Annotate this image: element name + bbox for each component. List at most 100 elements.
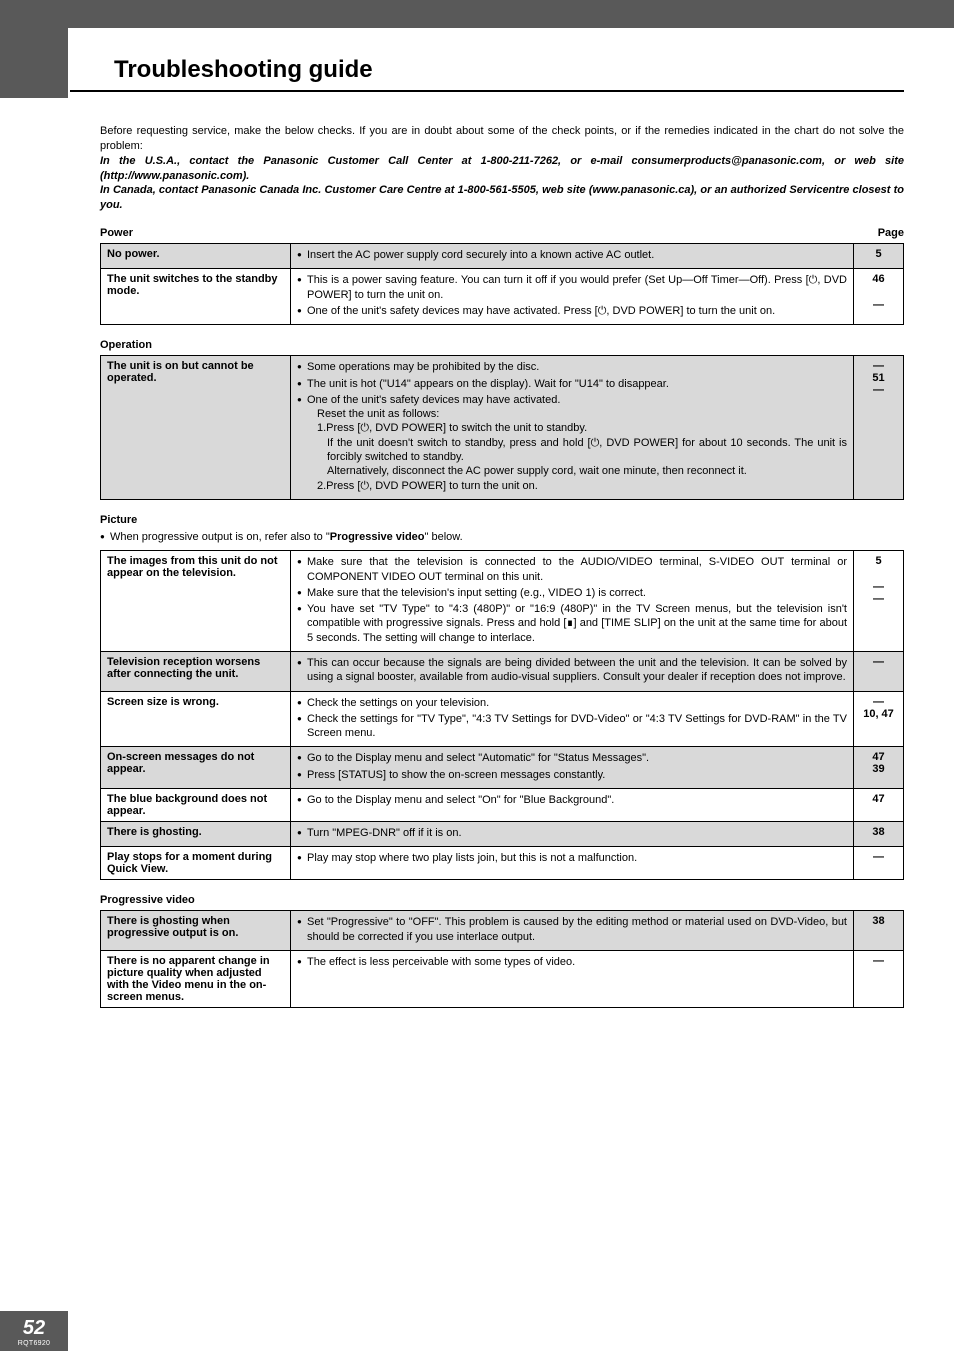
- issue-cell: There is ghosting when progressive outpu…: [101, 911, 291, 951]
- remedy-item: You have set "TV Type" to "4:3 (480P)" o…: [297, 602, 847, 645]
- page-cell: — 51 —: [854, 356, 904, 500]
- page-ref: —: [860, 581, 897, 593]
- page-ref: 5: [860, 555, 897, 567]
- remedy-item: The effect is less perceivable with some…: [297, 955, 847, 969]
- remedy-item: One of the unit's safety devices may hav…: [297, 393, 847, 493]
- page-ref: 47: [860, 751, 897, 763]
- table-row: The unit is on but cannot be operated. S…: [101, 356, 904, 500]
- remedy-sub: 1.Press [⏻, DVD POWER] to switch the uni…: [307, 421, 847, 435]
- page-cell: 5 — —: [854, 551, 904, 652]
- table-row: There is ghosting when progressive outpu…: [101, 911, 904, 951]
- issue-cell: On-screen messages do not appear.: [101, 747, 291, 789]
- page-cell: 47: [854, 789, 904, 822]
- picture-note: When progressive output is on, refer als…: [100, 530, 904, 544]
- remedy-item: The unit is hot ("U14" appears on the di…: [297, 377, 847, 391]
- issue-cell: The blue background does not appear.: [101, 789, 291, 822]
- intro-bold-2: In Canada, contact Panasonic Canada Inc.…: [100, 184, 904, 211]
- issue-cell: No power.: [101, 244, 291, 269]
- page-cell: 46 —: [854, 269, 904, 325]
- issue-cell: The images from this unit do not appear …: [101, 551, 291, 652]
- section-power-heading: Power: [100, 227, 133, 239]
- remedy-item: Check the settings on your television.: [297, 696, 847, 710]
- page-cell: 38: [854, 911, 904, 951]
- remedy-cell: Go to the Display menu and select "Autom…: [291, 747, 854, 789]
- table-row: The blue background does not appear. Go …: [101, 789, 904, 822]
- remedy-sub: Reset the unit as follows:: [307, 407, 847, 421]
- remedy-item: This is a power saving feature. You can …: [297, 273, 847, 302]
- remedy-cell: The effect is less perceivable with some…: [291, 950, 854, 1007]
- note-bold: Progressive video: [330, 531, 425, 543]
- remedy-cell: This is a power saving feature. You can …: [291, 269, 854, 325]
- table-row: There is ghosting. Turn "MPEG-DNR" off i…: [101, 822, 904, 847]
- remedy-cell: Check the settings on your television. C…: [291, 691, 854, 747]
- top-bar: [0, 0, 954, 28]
- page-ref: 51: [860, 372, 897, 384]
- footer: 52 RQT6920: [0, 1311, 68, 1351]
- remedy-cell: Play may stop where two play lists join,…: [291, 847, 854, 880]
- remedy-item: Check the settings for "TV Type", "4:3 T…: [297, 712, 847, 741]
- remedy-item: Go to the Display menu and select "On" f…: [297, 793, 847, 807]
- remedy-item: Turn "MPEG-DNR" off if it is on.: [297, 826, 847, 840]
- page-code: RQT6920: [0, 1340, 68, 1347]
- table-row: The unit switches to the standby mode. T…: [101, 269, 904, 325]
- remedy-item: Insert the AC power supply cord securely…: [297, 248, 847, 262]
- issue-cell: The unit is on but cannot be operated.: [101, 356, 291, 500]
- note-item: When progressive output is on, refer als…: [100, 530, 904, 544]
- page-cell: 47 39: [854, 747, 904, 789]
- page-cell: —: [854, 847, 904, 880]
- remedy-cell: Some operations may be prohibited by the…: [291, 356, 854, 500]
- remedy-cell: Make sure that the television is connect…: [291, 551, 854, 652]
- table-row: Television reception worsens after conne…: [101, 652, 904, 692]
- table-row: On-screen messages do not appear. Go to …: [101, 747, 904, 789]
- intro-plain: Before requesting service, make the belo…: [100, 125, 904, 152]
- page-ref: —: [860, 360, 897, 372]
- operation-table: The unit is on but cannot be operated. S…: [100, 355, 904, 500]
- remedy-item: Go to the Display menu and select "Autom…: [297, 751, 847, 765]
- page-ref: —: [860, 384, 897, 396]
- table-row: Screen size is wrong. Check the settings…: [101, 691, 904, 747]
- page-ref: 10, 47: [860, 708, 897, 720]
- page-cell: 38: [854, 822, 904, 847]
- section-operation-heading: Operation: [100, 339, 904, 351]
- remedy-cell: This can occur because the signals are b…: [291, 652, 854, 692]
- remedy-item: Set "Progressive" to "OFF". This problem…: [297, 915, 847, 944]
- remedy-item: Press [STATUS] to show the on-screen mes…: [297, 768, 847, 782]
- table-row: Play stops for a moment during Quick Vie…: [101, 847, 904, 880]
- progressive-table: There is ghosting when progressive outpu…: [100, 910, 904, 1008]
- remedy-cell: Turn "MPEG-DNR" off if it is on.: [291, 822, 854, 847]
- issue-cell: Screen size is wrong.: [101, 691, 291, 747]
- remedy-item: Make sure that the television is connect…: [297, 555, 847, 584]
- remedy-cell: Set "Progressive" to "OFF". This problem…: [291, 911, 854, 951]
- remedy-item: One of the unit's safety devices may hav…: [297, 304, 847, 318]
- page-ref: —: [860, 299, 897, 311]
- remedy-item: Some operations may be prohibited by the…: [297, 360, 847, 374]
- page-col-heading: Page: [878, 227, 904, 239]
- remedy-sub: If the unit doesn't switch to standby, p…: [307, 436, 847, 465]
- page-ref: —: [860, 696, 897, 708]
- section-progressive-heading: Progressive video: [100, 894, 904, 906]
- intro-bold-1: In the U.S.A., contact the Panasonic Cus…: [100, 155, 904, 182]
- issue-cell: There is ghosting.: [101, 822, 291, 847]
- page-cell: 5: [854, 244, 904, 269]
- note-prefix: When progressive output is on, refer als…: [110, 531, 330, 543]
- content: Troubleshooting guide Before requesting …: [0, 38, 954, 1008]
- issue-cell: The unit switches to the standby mode.: [101, 269, 291, 325]
- page-ref: —: [860, 593, 897, 605]
- intro-block: Before requesting service, make the belo…: [100, 124, 904, 213]
- remedy-sub: 2.Press [⏻, DVD POWER] to turn the unit …: [307, 479, 847, 493]
- page-ref: 46: [860, 273, 897, 285]
- page-cell: —: [854, 652, 904, 692]
- remedy-cell: Go to the Display menu and select "On" f…: [291, 789, 854, 822]
- issue-cell: There is no apparent change in picture q…: [101, 950, 291, 1007]
- remedy-item: Make sure that the television's input se…: [297, 586, 847, 600]
- power-table: No power. Insert the AC power supply cor…: [100, 243, 904, 325]
- page-number: 52: [0, 1317, 68, 1340]
- remedy-text: One of the unit's safety devices may hav…: [307, 394, 560, 406]
- remedy-cell: Insert the AC power supply cord securely…: [291, 244, 854, 269]
- note-suffix: " below.: [425, 531, 463, 543]
- page-ref: 39: [860, 763, 897, 775]
- table-row: No power. Insert the AC power supply cor…: [101, 244, 904, 269]
- remedy-sub: Alternatively, disconnect the AC power s…: [307, 464, 847, 478]
- remedy-item: This can occur because the signals are b…: [297, 656, 847, 685]
- section-picture-heading: Picture: [100, 514, 904, 526]
